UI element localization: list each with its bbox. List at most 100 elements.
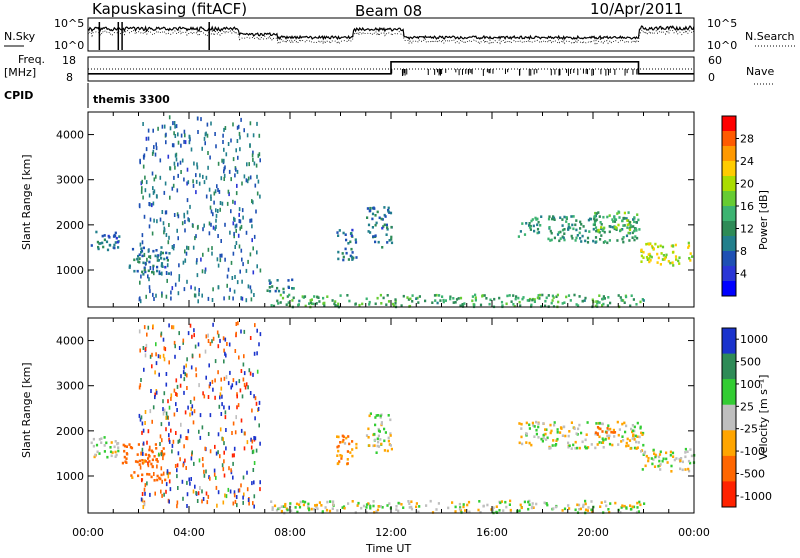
power-cell [627,231,630,235]
power-cell [549,239,552,242]
velocity-cell [90,441,93,445]
power-cell [233,234,235,239]
velocity-cell [339,441,342,444]
power-cell [622,299,625,302]
power-cell [619,296,622,299]
velocity-cell [545,438,548,441]
power-cell [552,296,555,299]
velocity-cell [170,396,172,401]
power-cell [582,225,585,228]
power-cell [151,270,154,274]
velocity-cell [212,322,214,327]
power-cell [613,225,616,228]
velocity-cell [437,502,440,505]
velocity-cell [622,439,625,442]
power-cell [551,294,554,298]
velocity-cell [658,453,662,456]
power-cell [553,218,556,221]
power-cell [530,303,533,307]
velocity-cell [343,506,346,510]
velocity-cell [377,414,380,417]
velocity-cell [528,441,531,445]
velocity-cell [594,432,597,436]
power-cell [635,221,638,224]
power-cell [522,296,525,299]
power-cell [351,251,354,254]
velocity-cell [205,334,208,339]
velocity-cell [367,436,370,439]
velocity-cell [608,434,611,438]
power-cell [163,124,166,129]
velocity-cell [606,427,609,430]
velocity-cell [407,500,410,503]
power-cell [474,293,477,297]
power-cell [220,176,223,181]
velocity-cell [253,504,255,509]
velocity-cell [561,509,564,512]
velocity-cell [194,344,197,349]
velocity-cell [195,373,198,378]
power-cell [236,169,239,174]
velocity-cell [256,351,258,356]
power-cell [647,253,650,256]
velocity-cell [554,505,558,509]
power-cell [167,272,170,275]
velocity-cell [640,450,643,453]
power-cell [219,253,221,258]
power-cell [322,296,325,300]
power-cell [272,304,276,308]
power-cell [223,177,225,181]
power-cell [241,296,244,301]
power-cell [584,229,587,233]
power-cell [584,296,587,300]
velocity-cell [343,442,347,445]
power-cell [603,297,606,300]
power-cell [173,175,175,180]
power-cell [601,229,604,232]
power-cell [606,304,609,307]
velocity-cell [614,501,617,505]
velocity-cell [209,449,212,454]
power-cell [97,247,100,251]
velocity-cell [199,435,202,440]
power-cell [147,274,149,279]
power-cell [186,198,189,203]
velocity-cell [110,454,113,458]
power-cell [183,177,185,182]
velocity-cell [542,433,546,437]
y-tick-label: 4000 [56,335,84,348]
velocity-cell [235,331,237,336]
velocity-cell [520,435,523,439]
power-cell [562,236,565,240]
velocity-cell [143,487,146,492]
velocity-cell [232,501,235,506]
velocity-cell [92,444,95,448]
velocity-cell [216,503,218,508]
velocity-cell [249,336,252,340]
velocity-cell [607,437,610,440]
power-cell [642,250,645,254]
power-cell [615,228,618,231]
power-cell [531,298,534,302]
power-cell [387,300,391,303]
velocity-cell [156,478,159,482]
power-cell [152,149,155,154]
power-cell [525,222,528,225]
power-cell [623,224,626,227]
power-cell [153,297,155,301]
velocity-cell [214,444,216,449]
velocity-cell [234,349,237,353]
velocity-cell [96,450,99,454]
power-cell [633,229,636,233]
velocity-cell [121,461,124,465]
velocity-cell [495,510,498,514]
power-cell [252,200,254,205]
power-cell [210,197,212,201]
power-cell [172,143,175,148]
power-cell [597,211,600,214]
power-cell [253,293,255,297]
power-cell [526,299,529,302]
velocity-cell [231,431,233,435]
power-cell [213,200,215,205]
power-cell [675,258,678,261]
